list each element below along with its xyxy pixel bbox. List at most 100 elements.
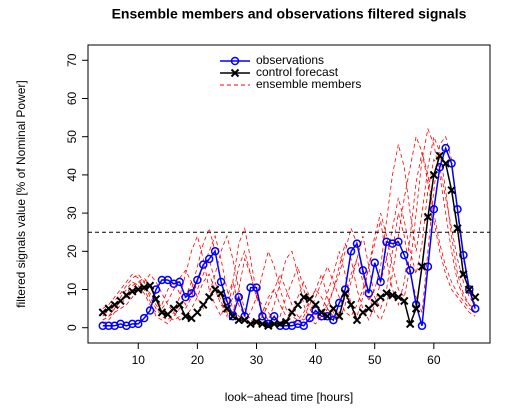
y-tick-label: 70 <box>65 53 79 67</box>
point <box>435 151 444 161</box>
point <box>98 308 107 317</box>
x-tick-label: 20 <box>191 353 205 367</box>
point <box>293 300 303 310</box>
point <box>441 143 450 153</box>
point <box>181 312 190 321</box>
plot-frame <box>87 44 491 344</box>
point <box>429 170 439 180</box>
point <box>264 321 273 331</box>
point <box>465 285 474 294</box>
legend-label: control forecast <box>256 65 339 79</box>
point <box>128 287 137 296</box>
series-line <box>102 145 476 327</box>
x-tick-label: 50 <box>368 353 382 367</box>
point <box>388 291 397 300</box>
point <box>281 317 291 327</box>
point <box>364 289 374 298</box>
point <box>346 300 356 310</box>
point <box>216 277 226 287</box>
point <box>299 321 309 331</box>
point <box>382 289 391 298</box>
point <box>204 254 214 264</box>
point <box>222 304 232 313</box>
legend-label: ensemble members <box>256 77 361 91</box>
point <box>204 292 214 302</box>
y-tick-label: 30 <box>65 206 79 220</box>
point <box>335 312 344 321</box>
point <box>394 237 403 247</box>
point <box>311 300 320 310</box>
point <box>240 315 249 325</box>
point <box>246 319 255 329</box>
y-tick-label: 20 <box>65 244 79 258</box>
x-axis-label: look−ahead time [hours] <box>225 390 353 404</box>
point <box>175 277 184 287</box>
point <box>252 283 261 292</box>
point <box>228 312 238 321</box>
point <box>258 319 267 329</box>
point <box>98 321 108 331</box>
point <box>128 319 137 329</box>
point <box>275 319 285 329</box>
y-tick-label: 40 <box>65 168 79 182</box>
point <box>134 319 143 329</box>
point <box>145 306 155 315</box>
point <box>169 304 178 313</box>
point <box>175 300 184 310</box>
point <box>429 205 439 214</box>
point <box>423 212 433 222</box>
point <box>459 250 468 260</box>
point <box>376 277 385 287</box>
point <box>317 308 326 317</box>
point <box>193 308 202 317</box>
x-tick-label: 30 <box>250 353 264 367</box>
point <box>471 292 480 302</box>
point <box>441 159 450 168</box>
point <box>199 260 208 269</box>
x-tick-label: 40 <box>309 353 323 367</box>
point <box>199 300 208 310</box>
point <box>346 247 356 256</box>
point <box>323 312 332 321</box>
point <box>157 275 167 285</box>
point <box>187 289 196 298</box>
chart-title: Ensemble members and observations filter… <box>112 6 467 22</box>
point <box>417 262 427 271</box>
point <box>329 304 338 313</box>
y-axis-label: filtered signals value [% of Nominal Pow… <box>14 80 28 307</box>
point <box>139 283 149 292</box>
ensemble-line <box>102 135 476 325</box>
point <box>269 312 279 321</box>
point <box>400 296 409 306</box>
point <box>216 289 226 298</box>
point <box>394 292 403 302</box>
legend-symbol <box>230 56 240 66</box>
point <box>299 292 308 302</box>
series-line <box>102 154 476 327</box>
legend-symbol <box>230 68 240 78</box>
point <box>358 308 368 317</box>
point <box>405 266 415 275</box>
point <box>447 185 456 195</box>
x-tick-label: 60 <box>427 353 441 367</box>
point <box>163 275 173 285</box>
point <box>252 317 261 327</box>
point <box>210 285 220 294</box>
point <box>352 239 362 248</box>
y-tick-label: 50 <box>65 130 79 144</box>
point <box>210 247 220 256</box>
point <box>352 315 362 325</box>
point <box>423 262 433 271</box>
point <box>157 308 167 317</box>
point <box>122 291 131 300</box>
point <box>417 321 427 331</box>
legend-label: observations <box>256 53 324 67</box>
point <box>258 312 267 321</box>
point <box>411 304 421 313</box>
point <box>453 224 462 233</box>
point <box>151 294 161 304</box>
y-tick-label: 60 <box>65 91 79 105</box>
point <box>305 313 314 323</box>
point <box>340 289 350 298</box>
